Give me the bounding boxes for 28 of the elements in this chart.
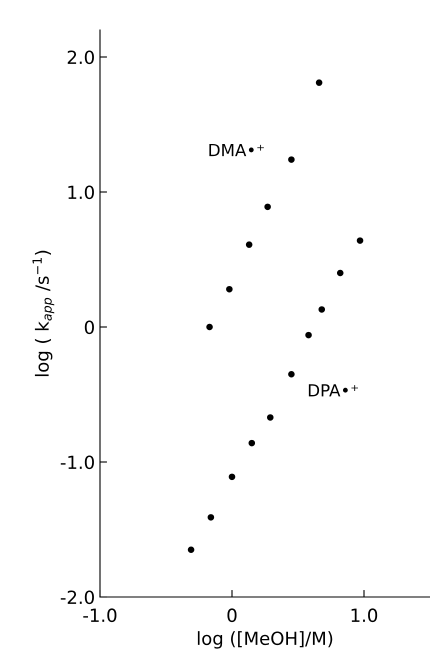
point	[226, 286, 233, 292]
point	[336, 270, 344, 276]
x-tick-label: -1.0	[83, 608, 116, 622]
point	[208, 514, 214, 521]
y-axis-title: log ( k$_{app}$ /s$^{−1}$)	[32, 250, 54, 376]
y-tick-label: -2.0	[60, 590, 94, 604]
point	[356, 237, 364, 244]
y-tick-label: -1.0	[60, 455, 94, 470]
point	[305, 332, 312, 338]
point	[318, 306, 326, 313]
point	[264, 204, 271, 210]
x-tick-label: 1.0	[352, 608, 378, 622]
x-tick-label: 0	[227, 608, 237, 622]
point	[316, 79, 322, 86]
point	[188, 546, 194, 554]
y-tick-label: 0	[84, 320, 94, 334]
point	[206, 324, 213, 330]
y-tick-label: 2.0	[68, 50, 94, 64]
point	[288, 156, 295, 163]
x-axis-title: log ([MeOH]/M)	[198, 631, 332, 649]
point	[267, 414, 274, 421]
series-label: DMA•⁺	[209, 144, 264, 156]
series-label: DPA•⁺	[308, 384, 358, 396]
point	[246, 241, 252, 248]
y-tick-label: 1.0	[68, 185, 94, 200]
point	[248, 440, 256, 446]
point	[288, 370, 295, 378]
point	[228, 474, 236, 480]
